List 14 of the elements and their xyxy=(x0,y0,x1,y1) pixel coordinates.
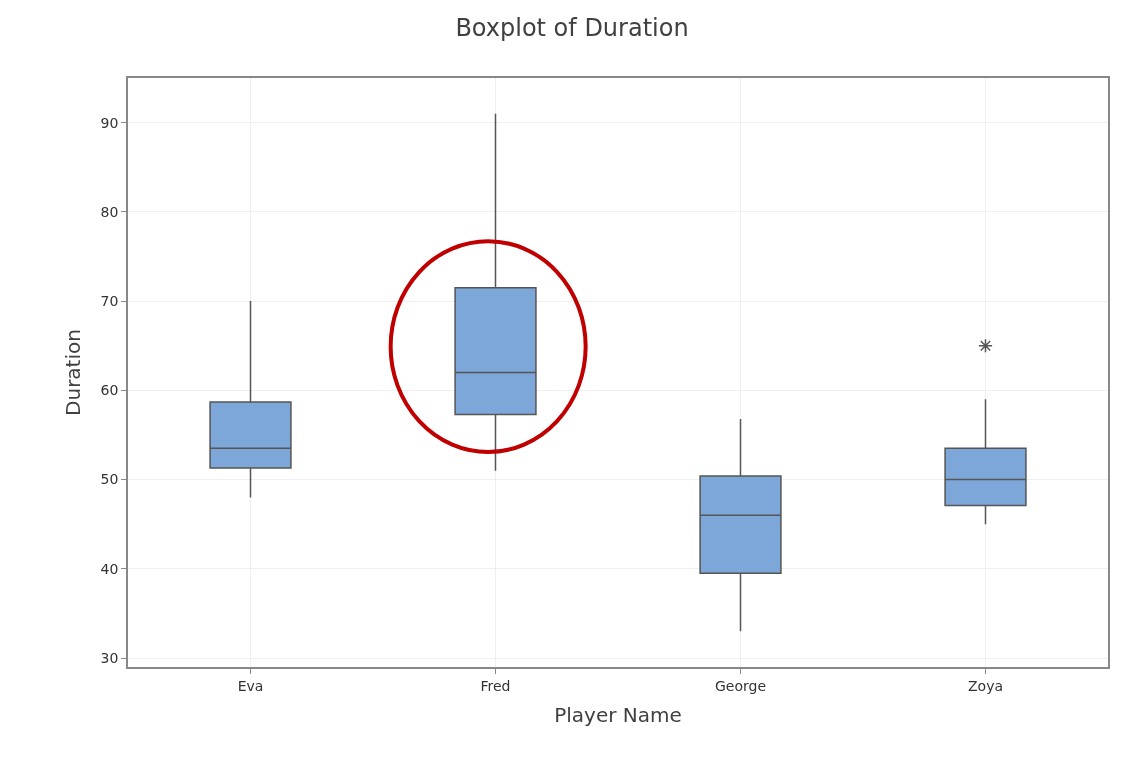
y-tick-label: 80 xyxy=(100,203,119,220)
y-tick-label: 70 xyxy=(100,293,119,310)
y-tick-label: 90 xyxy=(100,114,119,131)
chart-title: Boxplot of Duration xyxy=(455,13,689,42)
y-tick-label: 60 xyxy=(100,382,119,399)
x-tick-label: Fred xyxy=(480,677,511,694)
y-tick-label: 50 xyxy=(100,471,119,488)
y-tick-label: 40 xyxy=(100,560,119,577)
x-axis-title: Player Name xyxy=(554,702,682,727)
y-tick-label: 30 xyxy=(100,649,119,666)
x-tick-label: Eva xyxy=(237,677,264,694)
x-tick-label: Zoya xyxy=(967,677,1004,694)
x-tick-label: George xyxy=(714,677,767,694)
y-axis-title: Duration xyxy=(60,329,85,416)
